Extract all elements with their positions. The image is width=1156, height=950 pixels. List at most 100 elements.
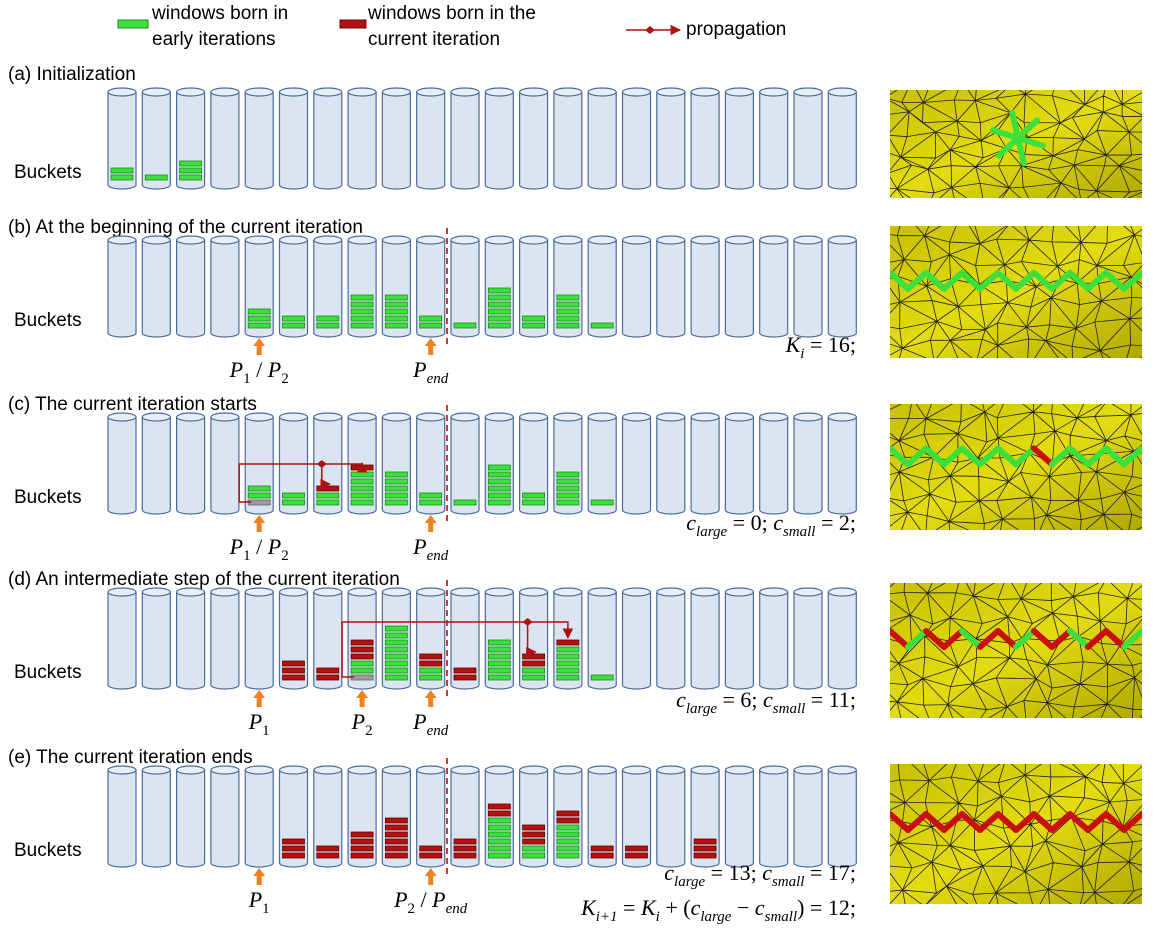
bucket-top xyxy=(554,766,582,774)
bucket-top xyxy=(520,88,548,96)
math-part: 2 xyxy=(365,723,373,739)
bucket-top xyxy=(588,413,616,421)
bucket-top xyxy=(245,588,273,596)
bucket xyxy=(211,417,239,514)
bucket-top xyxy=(760,413,788,421)
window xyxy=(248,500,270,505)
bucket xyxy=(417,92,445,189)
mesh-image xyxy=(872,212,1156,370)
bucket xyxy=(451,240,479,337)
bucket-top xyxy=(691,413,719,421)
bucket xyxy=(520,770,548,867)
window xyxy=(385,486,407,491)
bucket xyxy=(760,770,788,867)
window xyxy=(591,846,613,851)
window xyxy=(488,486,510,491)
bucket-top xyxy=(348,766,376,774)
bucket xyxy=(725,92,753,189)
bucket xyxy=(451,592,479,689)
window xyxy=(523,853,545,858)
window xyxy=(557,818,579,823)
bucket-top xyxy=(623,588,651,596)
window xyxy=(557,654,579,659)
window xyxy=(351,323,373,328)
window xyxy=(694,846,716,851)
math-part: P xyxy=(412,709,426,734)
bucket-top xyxy=(314,236,342,244)
math-part: c xyxy=(762,860,772,885)
bucket-top xyxy=(657,88,685,96)
bucket xyxy=(520,240,548,337)
bucket xyxy=(314,92,342,189)
window xyxy=(420,661,442,666)
bucket xyxy=(382,92,410,189)
bucket-top xyxy=(451,236,479,244)
row-label: Buckets xyxy=(14,487,82,508)
bucket-top xyxy=(657,236,685,244)
window xyxy=(557,661,579,666)
bucket xyxy=(314,240,342,337)
bucket xyxy=(657,592,685,689)
window xyxy=(488,846,510,851)
bucket-top xyxy=(108,88,136,96)
window xyxy=(283,846,305,851)
bucket-top xyxy=(520,588,548,596)
bucket-top xyxy=(760,88,788,96)
bucket-top xyxy=(348,588,376,596)
bucket-top xyxy=(417,236,445,244)
bucket-top xyxy=(725,766,753,774)
pointer-arrow xyxy=(253,338,265,355)
bucket-top xyxy=(417,413,445,421)
bucket-top xyxy=(623,766,651,774)
bucket-top xyxy=(245,236,273,244)
math-part: P xyxy=(431,887,445,912)
bucket xyxy=(314,417,342,514)
math-part: large xyxy=(700,909,731,925)
window xyxy=(488,675,510,680)
mesh-image xyxy=(872,393,1155,541)
bucket xyxy=(142,417,170,514)
mesh-surface xyxy=(890,226,1142,358)
math-part: ) = 12; xyxy=(797,895,856,920)
bucket xyxy=(794,417,822,514)
bucket-top xyxy=(382,413,410,421)
window xyxy=(283,316,305,321)
bucket-top xyxy=(760,766,788,774)
math-text: Pend xyxy=(412,709,449,739)
bucket xyxy=(554,92,582,189)
window xyxy=(385,647,407,652)
mesh-surface xyxy=(890,764,1142,904)
math-part: 1 xyxy=(243,371,251,387)
bucket xyxy=(623,592,651,689)
window xyxy=(111,168,133,173)
bucket-top xyxy=(108,413,136,421)
bucket-top xyxy=(725,413,753,421)
bucket xyxy=(623,240,651,337)
bucket-top xyxy=(211,766,239,774)
bucket-top xyxy=(828,588,856,596)
bucket xyxy=(691,240,719,337)
window xyxy=(557,479,579,484)
window xyxy=(488,853,510,858)
window xyxy=(523,668,545,673)
window xyxy=(488,804,510,809)
bucket xyxy=(657,92,685,189)
window xyxy=(385,839,407,844)
bucket xyxy=(280,417,308,514)
window xyxy=(351,472,373,477)
math-part: P xyxy=(351,709,365,734)
bucket xyxy=(108,417,136,514)
window xyxy=(557,493,579,498)
window xyxy=(488,832,510,837)
bucket-top xyxy=(657,766,685,774)
bucket-top xyxy=(245,413,273,421)
bucket xyxy=(451,770,479,867)
window xyxy=(557,811,579,816)
pointer-arrow xyxy=(356,690,368,707)
window xyxy=(385,493,407,498)
bucket-top xyxy=(451,413,479,421)
window xyxy=(145,175,167,180)
mesh-image xyxy=(876,76,1156,212)
bucket-top xyxy=(280,236,308,244)
bucket xyxy=(657,770,685,867)
